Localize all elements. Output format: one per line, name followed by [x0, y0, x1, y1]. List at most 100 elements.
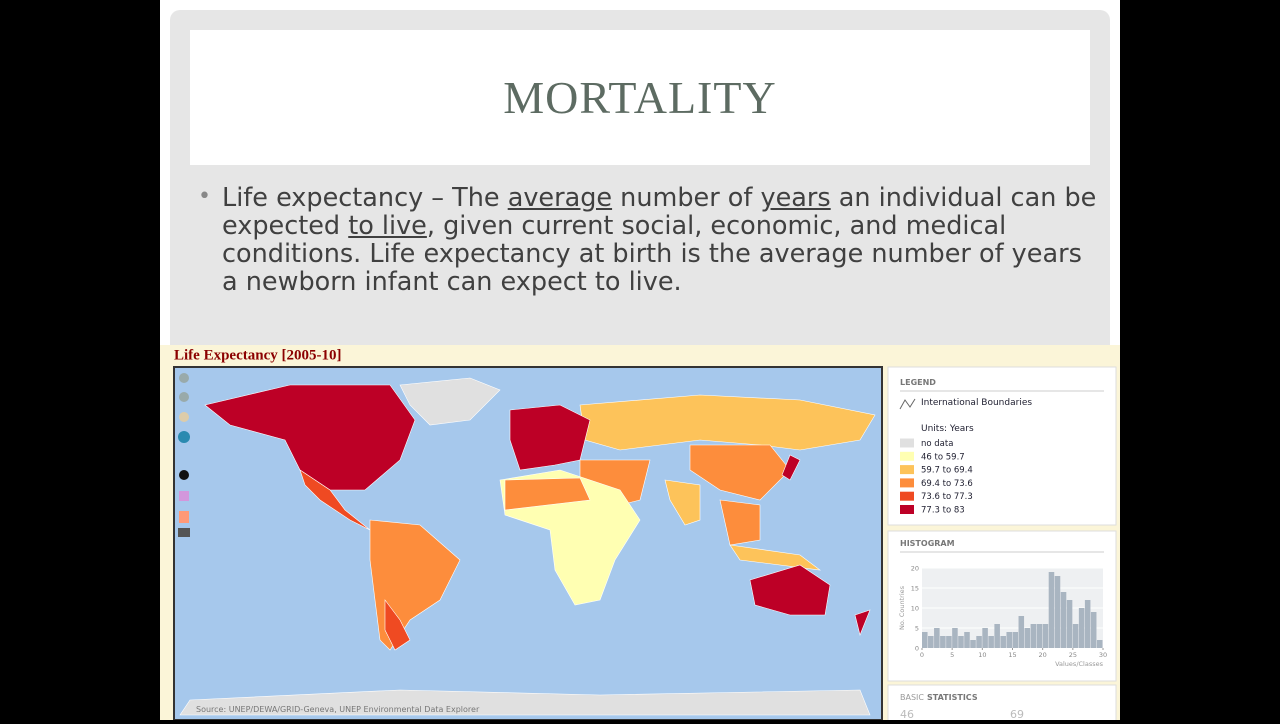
country-region: [729, 544, 822, 571]
legend-swatch: [900, 505, 914, 514]
country-region: [399, 377, 501, 426]
bullet-dot: •: [198, 184, 211, 209]
x-tick-label: 0: [920, 651, 924, 659]
histogram-bar: [1096, 640, 1103, 648]
x-tick-label: 25: [1069, 651, 1077, 659]
map-title: Life Expectancy [2005-10]: [174, 347, 341, 363]
histogram-bar: [1048, 572, 1055, 648]
x-tick-label: 30: [1099, 651, 1107, 659]
country-region: [781, 454, 801, 481]
country-region: [504, 477, 591, 511]
underlined-term: average: [507, 183, 613, 213]
legend-swatch: [900, 438, 914, 448]
histogram-bar: [958, 636, 964, 648]
histogram-heading: HISTOGRAM: [900, 539, 955, 548]
histogram-bar: [1006, 632, 1012, 648]
country-region: [579, 394, 876, 451]
histogram-bar: [1030, 624, 1037, 648]
histogram-bar: [1000, 636, 1006, 648]
print[interactable]: [178, 528, 190, 537]
chart-tool[interactable]: [179, 491, 189, 501]
histogram-bar: [1024, 628, 1031, 648]
histogram-bar: [1066, 600, 1073, 648]
histogram-bar: [928, 636, 934, 648]
legend-label: no data: [921, 439, 953, 449]
legend-label: 59.7 to 69.4: [921, 466, 973, 476]
y-tick-label: 5: [915, 625, 919, 633]
stats-heading-prefix: BASIC: [900, 693, 924, 702]
y-tick-label: 10: [911, 605, 919, 613]
map-figure: Life Expectancy [2005-10] Source: UNEP/D…: [160, 345, 1120, 724]
x-tick-label: 10: [978, 651, 986, 659]
x-tick-label: 15: [1008, 651, 1016, 659]
country-region: [204, 384, 416, 491]
country-region: [854, 609, 871, 636]
y-tick-label: 0: [915, 645, 919, 653]
y-axis-label: No. Countries: [898, 585, 906, 630]
stat-value: 46: [900, 708, 914, 720]
x-tick-label: 20: [1039, 651, 1047, 659]
histogram-bar: [1042, 624, 1049, 648]
export[interactable]: [179, 511, 189, 523]
bullet-text: Life expectancy – The average number of …: [222, 184, 1102, 296]
legend-label: 69.4 to 73.6: [921, 479, 973, 489]
map-shapes: [179, 377, 876, 716]
slide-title: MORTALITY: [503, 72, 777, 123]
country-region: [509, 404, 591, 471]
histogram-bar: [946, 636, 952, 648]
text-run: , given current social, economic, and me…: [222, 211, 1082, 297]
country-region: [689, 444, 791, 501]
histogram-bar: [1012, 632, 1019, 648]
map-source: Source: UNEP/DEWA/GRID-Geneva, UNEP Envi…: [196, 705, 480, 714]
globe[interactable]: [178, 431, 190, 443]
histogram-bar: [1054, 576, 1061, 648]
country-region: [179, 689, 871, 716]
legend-units: Units: Years: [921, 424, 974, 434]
histogram-bar: [1090, 612, 1097, 648]
text-run: an individual can be expected: [222, 183, 1097, 241]
histogram-bar: [994, 624, 1000, 648]
legend-heading: LEGEND: [900, 378, 936, 387]
legend-swatch: [900, 491, 914, 501]
legend-swatch: [900, 478, 914, 488]
underlined-term: years: [760, 183, 831, 213]
country-region: [719, 499, 761, 546]
histogram-bar: [922, 632, 928, 648]
histogram-bar: [1018, 616, 1025, 648]
y-tick-label: 20: [911, 565, 919, 573]
histogram-bar: [964, 632, 970, 648]
histogram-bar: [934, 628, 940, 648]
zoom-in[interactable]: [179, 373, 189, 383]
histogram-bar: [988, 636, 994, 648]
histogram-bar: [970, 640, 976, 648]
x-tick-label: 5: [950, 651, 954, 659]
histogram-bar: [982, 628, 988, 648]
histogram-bar: [1084, 600, 1091, 648]
stats-heading: STATISTICS: [927, 693, 978, 702]
map-toolbar[interactable]: [178, 373, 190, 537]
pan[interactable]: [179, 412, 189, 422]
zoom-out[interactable]: [179, 392, 189, 402]
histogram-bar: [940, 636, 946, 648]
country-region: [664, 479, 701, 526]
histogram-bar: [976, 636, 982, 648]
slide: MORTALITY • Life expectancy – The averag…: [160, 0, 1120, 724]
text-run: number of: [612, 183, 761, 213]
info[interactable]: [179, 470, 189, 480]
x-axis-label: Values/Classes: [1055, 660, 1104, 668]
text-run: Life expectancy – The: [222, 183, 508, 213]
y-tick-label: 15: [911, 585, 919, 593]
country-region: [749, 564, 831, 616]
legend-label: 46 to 59.7: [921, 452, 965, 462]
histogram-bar: [1072, 624, 1079, 648]
legend-label: 77.3 to 83: [921, 506, 965, 516]
country-region: [384, 599, 411, 651]
stats-box: [887, 684, 1117, 724]
boundary-icon: [899, 398, 916, 410]
underlined-term: to live: [348, 211, 427, 241]
legend-boundaries: International Boundaries: [921, 398, 1032, 408]
legend-swatch: [900, 451, 914, 461]
legend-items: no data 46 to 59.7 59.7 to 69.4 69.4 to 73.…: [900, 438, 973, 516]
